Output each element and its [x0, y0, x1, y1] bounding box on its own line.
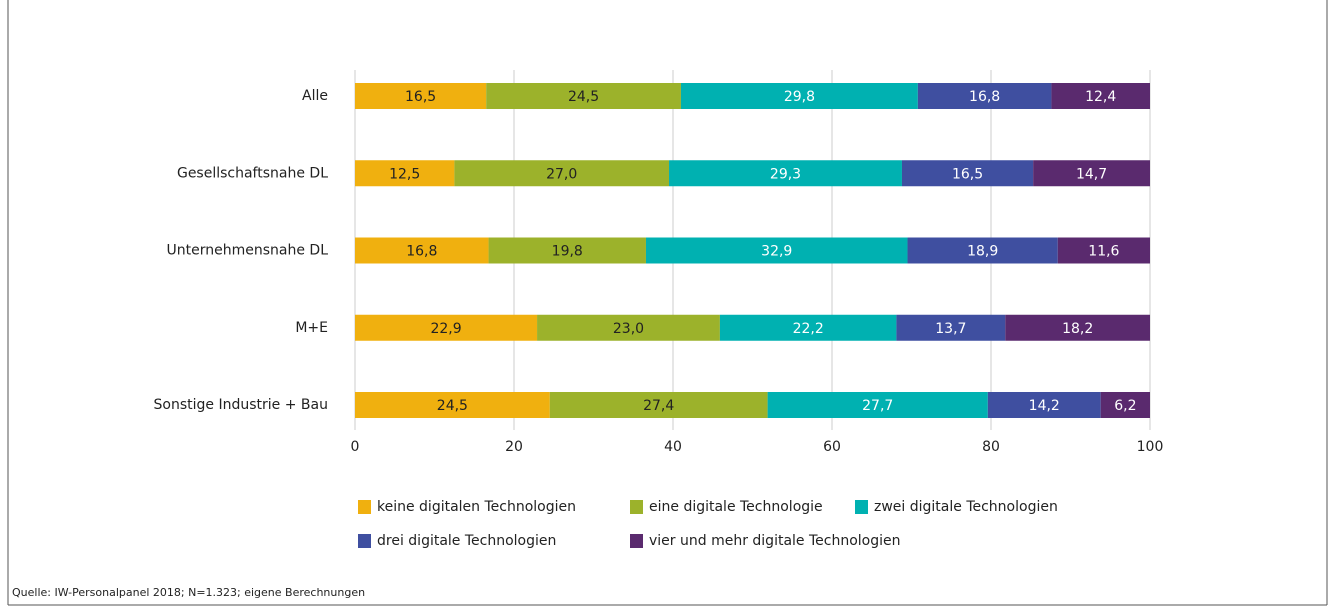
- data-label: 19,8: [552, 244, 583, 260]
- x-tick-label: 80: [982, 439, 1000, 455]
- legend-label: zwei digitale Technologien: [874, 499, 1058, 515]
- bar-segment: [901, 160, 1034, 187]
- bar-segment: [488, 237, 646, 264]
- legend-swatch: [855, 500, 868, 514]
- legend-swatch: [630, 500, 643, 514]
- bar-segment: [907, 237, 1058, 264]
- bar-segment: [1100, 392, 1150, 418]
- x-tick-label: 0: [351, 439, 360, 455]
- bar-segment: [486, 83, 681, 109]
- bar-segment: [454, 160, 670, 187]
- bar-segment: [987, 392, 1101, 418]
- bar-segment: [355, 392, 550, 418]
- bar-segment: [537, 314, 720, 341]
- bar-segment: [355, 237, 489, 264]
- data-label: 27,7: [862, 398, 893, 414]
- bar-segment: [1005, 314, 1150, 341]
- x-tick-label: 100: [1137, 439, 1164, 455]
- data-label: 22,2: [793, 321, 824, 337]
- y-tick-label: Sonstige Industrie + Bau: [154, 397, 328, 413]
- data-label: 23,0: [613, 321, 644, 337]
- bar-segment: [549, 392, 768, 418]
- bar-segment: [669, 160, 902, 187]
- data-label: 24,5: [568, 89, 599, 105]
- legend-label: drei digitale Technologien: [377, 533, 556, 549]
- x-tick-label: 20: [505, 439, 523, 455]
- bar-segment: [680, 83, 918, 109]
- source: Quelle: IW-Personalpanel 2018; N=1.323; …: [12, 586, 365, 599]
- data-label: 12,4: [1085, 89, 1116, 105]
- data-label: 6,2: [1114, 398, 1136, 414]
- data-label: 16,5: [952, 166, 983, 182]
- bar-segment: [1051, 83, 1150, 109]
- legend-label: vier und mehr digitale Technologien: [649, 533, 901, 549]
- bar-segment: [1057, 237, 1150, 264]
- x-tick-label: 60: [823, 439, 841, 455]
- x-tick-label: 40: [664, 439, 682, 455]
- bar-segment: [645, 237, 908, 264]
- data-label: 18,9: [967, 244, 998, 260]
- data-label: 22,9: [430, 321, 461, 337]
- data-label: 29,8: [784, 89, 815, 105]
- bar-segment: [355, 314, 538, 341]
- bar-segment: [896, 314, 1006, 341]
- data-label: 12,5: [389, 166, 420, 182]
- data-label: 14,7: [1076, 166, 1107, 182]
- legend-swatch: [358, 500, 371, 514]
- data-label: 13,7: [935, 321, 966, 337]
- bar-segment: [917, 83, 1052, 109]
- data-label: 16,8: [969, 89, 1000, 105]
- data-label: 16,8: [406, 244, 437, 260]
- data-label: 27,4: [643, 398, 674, 414]
- data-label: 14,2: [1029, 398, 1060, 414]
- y-tick-label: Gesellschaftsnahe DL: [177, 165, 328, 181]
- data-label: 18,2: [1062, 321, 1093, 337]
- y-tick-label: M+E: [295, 320, 328, 336]
- y-tick-label: Alle: [302, 88, 328, 104]
- bar-segment: [355, 160, 455, 187]
- legend-label: eine digitale Technologie: [649, 499, 823, 515]
- data-label: 29,3: [770, 166, 801, 182]
- data-label: 24,5: [437, 398, 468, 414]
- data-label: 16,5: [405, 89, 436, 105]
- bar-segment: [719, 314, 897, 341]
- bar-segment: [767, 392, 988, 418]
- legend-swatch: [358, 534, 371, 548]
- legend-label: keine digitalen Technologien: [377, 499, 576, 515]
- data-label: 27,0: [546, 166, 577, 182]
- bar-segment: [1033, 160, 1150, 187]
- bar-segment: [355, 83, 487, 109]
- y-tick-label: Unternehmensnahe DL: [167, 243, 329, 259]
- legend-swatch: [630, 534, 643, 548]
- data-label: 32,9: [761, 244, 792, 260]
- data-label: 11,6: [1088, 244, 1119, 260]
